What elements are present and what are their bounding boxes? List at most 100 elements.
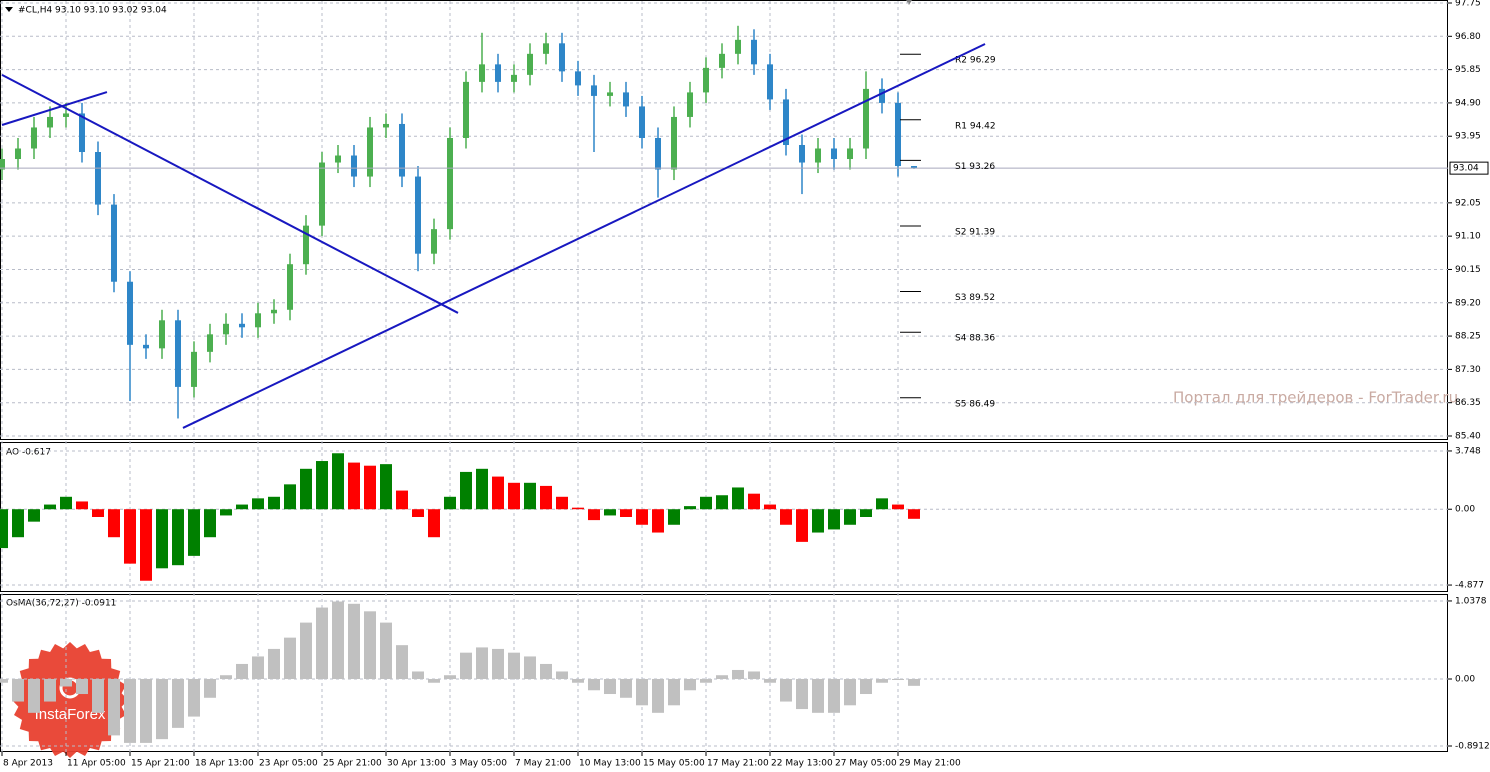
candle-body xyxy=(687,92,693,117)
x-tick-label: 29 May 21:00 xyxy=(899,759,961,769)
y-tick-label: 0.00 xyxy=(1455,505,1475,515)
candle-body xyxy=(63,113,69,117)
histogram-bar xyxy=(636,678,648,706)
histogram-bar xyxy=(764,678,776,683)
candle-body xyxy=(431,229,437,254)
histogram-bar xyxy=(828,509,840,530)
candle-body xyxy=(863,88,869,149)
histogram-bar xyxy=(460,652,472,679)
candle-body xyxy=(463,81,469,138)
histogram-bar xyxy=(268,648,280,679)
histogram-bar xyxy=(908,509,920,519)
histogram-bar xyxy=(700,678,712,683)
histogram-bar xyxy=(732,487,744,510)
histogram-bar xyxy=(252,656,264,679)
candle-body xyxy=(879,88,885,103)
candle-body xyxy=(351,155,357,177)
x-tick-label: 11 Apr 05:00 xyxy=(67,759,126,769)
histogram-bar xyxy=(140,678,152,743)
histogram-bar xyxy=(220,509,232,516)
candle-body xyxy=(287,264,293,310)
histogram-bar xyxy=(316,461,328,510)
histogram-bar xyxy=(668,678,680,706)
candle-body xyxy=(271,309,277,314)
candle-body xyxy=(447,137,453,230)
histogram-bar xyxy=(508,482,520,510)
histogram-bar xyxy=(620,678,632,698)
candle-body xyxy=(95,152,101,205)
pivot-label: R1 94.42 xyxy=(955,121,996,131)
histogram-bar xyxy=(44,504,56,510)
histogram-bar xyxy=(876,678,888,683)
candle-body xyxy=(47,116,53,128)
candle-body xyxy=(575,71,581,86)
histogram-bar xyxy=(876,498,888,510)
histogram-bar xyxy=(188,509,200,556)
trendline xyxy=(1,91,108,126)
x-tick-label: 18 Apr 13:00 xyxy=(195,759,254,769)
histogram-bar xyxy=(588,509,600,521)
histogram-bar xyxy=(124,678,136,743)
histogram-bar xyxy=(604,678,616,695)
pivot-label: S2 91.39 xyxy=(955,227,995,237)
x-tick-label: 15 May 05:00 xyxy=(643,759,705,769)
histogram-bar xyxy=(364,611,376,679)
histogram-bar xyxy=(652,509,664,533)
histogram-bar xyxy=(412,671,424,679)
candle-body xyxy=(719,53,725,68)
candle-body xyxy=(495,64,501,82)
histogram-bar xyxy=(124,509,136,564)
histogram-bar xyxy=(428,509,440,538)
y-tick-label: 0.00 xyxy=(1455,674,1475,684)
histogram-bar xyxy=(700,496,712,510)
histogram-bar xyxy=(156,509,168,569)
y-tick-label: 93.95 xyxy=(1455,132,1481,142)
histogram-bar xyxy=(380,622,392,679)
histogram-bar xyxy=(12,678,24,702)
y-tick-label: -4.877 xyxy=(1455,581,1484,591)
pivot-label: S1 93.26 xyxy=(955,162,995,172)
y-tick-label: 86.35 xyxy=(1455,398,1481,408)
y-tick-label: 96.80 xyxy=(1455,32,1481,42)
histogram-bar xyxy=(524,482,536,510)
candle-body xyxy=(383,123,389,128)
histogram-bar xyxy=(844,678,856,706)
histogram-bar xyxy=(540,663,552,679)
histogram-bar xyxy=(748,671,760,679)
histogram-bar xyxy=(732,669,744,679)
y-tick-label: 92.05 xyxy=(1455,198,1481,208)
histogram-bar xyxy=(92,509,104,517)
histogram-bar xyxy=(76,678,88,695)
histogram-bar xyxy=(236,663,248,679)
candle-body xyxy=(783,99,789,145)
histogram-bar xyxy=(684,506,696,510)
candle-body xyxy=(255,313,261,328)
last-price-box xyxy=(1449,161,1489,175)
histogram-bar xyxy=(748,493,760,510)
candle-body xyxy=(335,155,341,163)
histogram-bar xyxy=(572,507,584,510)
candle-body xyxy=(319,162,325,226)
histogram-bar xyxy=(396,490,408,510)
histogram-bar xyxy=(284,484,296,510)
y-tick-label: 85.40 xyxy=(1455,432,1481,442)
histogram-bar xyxy=(860,678,872,695)
histogram-bar xyxy=(844,509,856,525)
histogram-bar xyxy=(636,509,648,525)
candle-body xyxy=(799,144,805,163)
candle-body xyxy=(751,39,757,65)
histogram-bar xyxy=(796,678,808,710)
histogram-bar xyxy=(716,495,728,510)
histogram-bar xyxy=(428,678,440,683)
candle-body xyxy=(15,148,21,160)
candle-body xyxy=(175,320,181,387)
histogram-bar xyxy=(444,675,456,679)
histogram-bar xyxy=(892,678,904,680)
y-tick-label: 90.15 xyxy=(1455,265,1481,275)
histogram-bar xyxy=(492,648,504,679)
candle-body xyxy=(639,106,645,138)
candle-body xyxy=(911,166,917,169)
histogram-bar xyxy=(172,509,184,566)
histogram-bar xyxy=(60,678,72,687)
histogram-bar xyxy=(236,504,248,510)
